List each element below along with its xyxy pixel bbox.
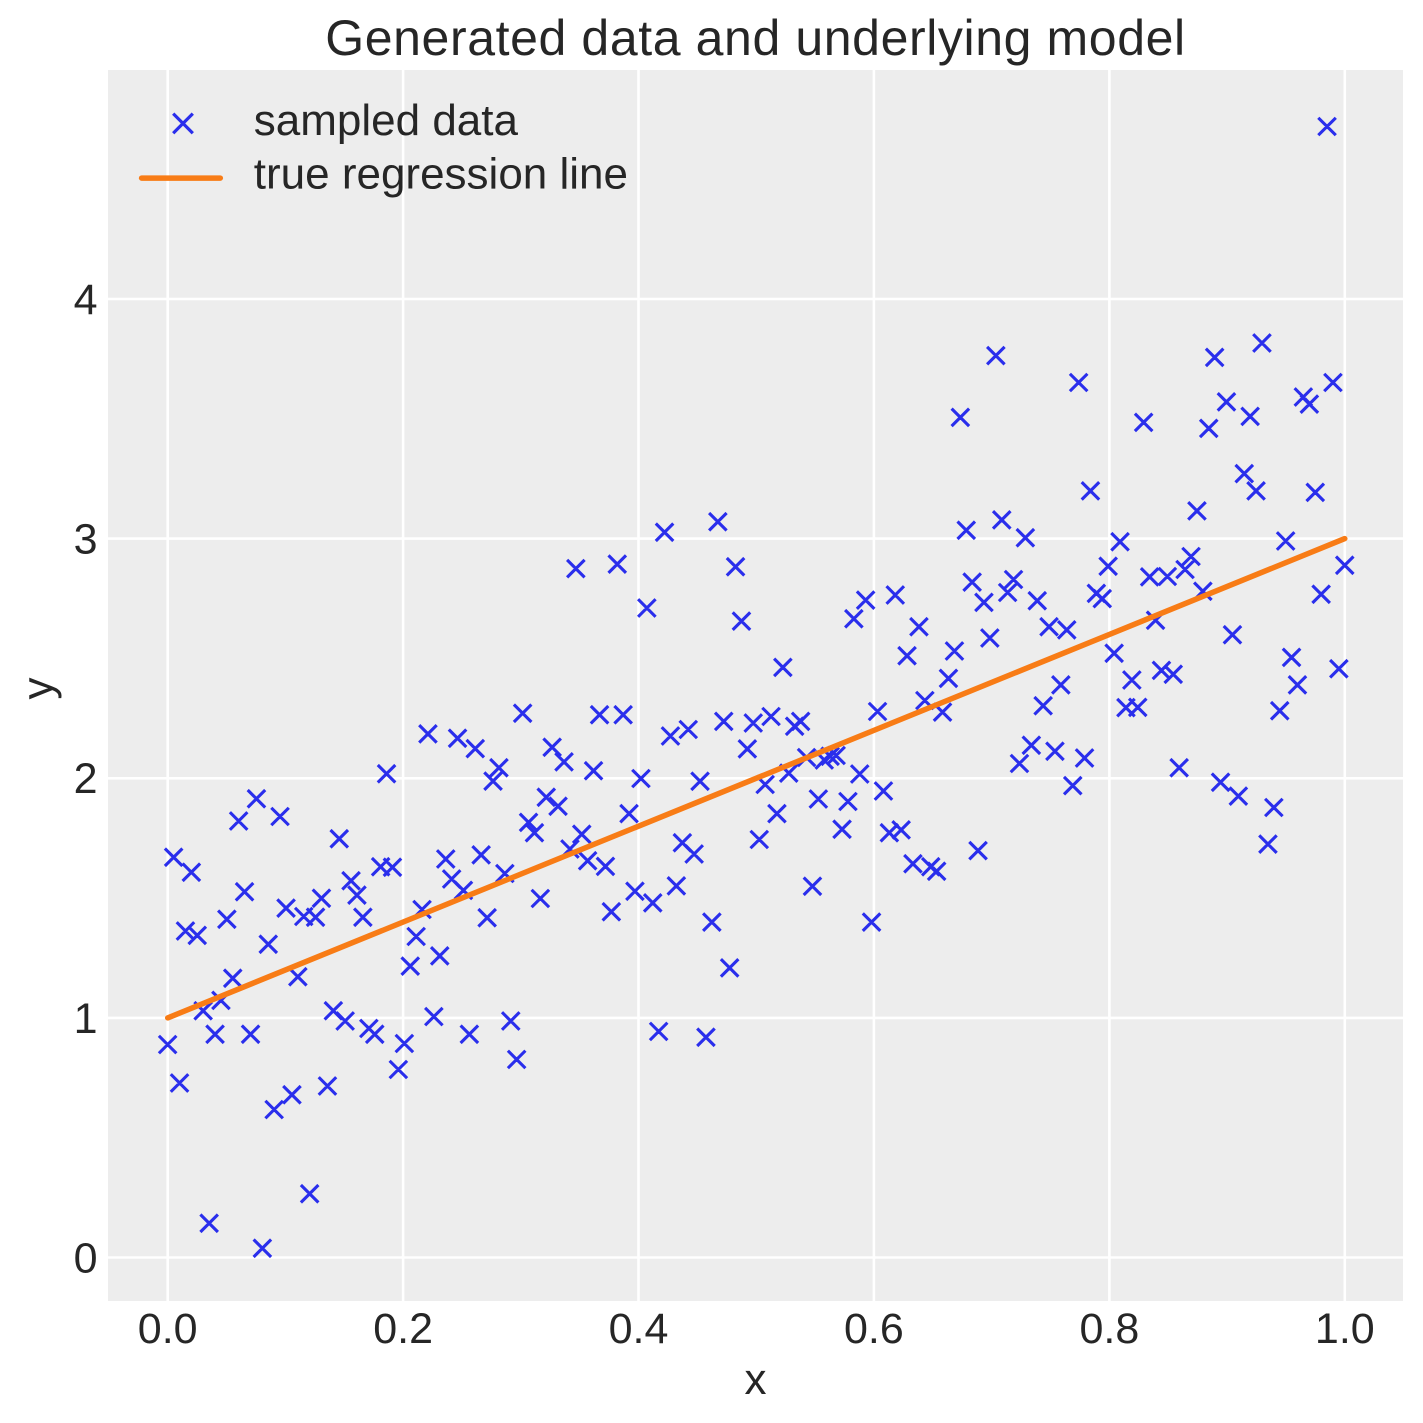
- svg-text:0.8: 0.8: [1080, 1305, 1140, 1353]
- svg-text:3: 3: [74, 516, 98, 564]
- svg-text:1.0: 1.0: [1315, 1305, 1375, 1353]
- svg-text:true regression line: true regression line: [254, 150, 628, 199]
- svg-text:x: x: [745, 1355, 767, 1404]
- svg-text:1: 1: [74, 995, 98, 1043]
- svg-text:sampled data: sampled data: [254, 96, 519, 145]
- svg-text:2: 2: [74, 755, 98, 803]
- svg-text:0.6: 0.6: [844, 1305, 904, 1353]
- svg-text:0.2: 0.2: [373, 1305, 433, 1353]
- svg-text:0: 0: [74, 1234, 98, 1282]
- svg-text:y: y: [14, 678, 63, 700]
- svg-text:0.4: 0.4: [609, 1305, 669, 1353]
- svg-text:0.0: 0.0: [138, 1305, 198, 1353]
- svg-text:Generated data and underlying: Generated data and underlying model: [325, 10, 1185, 66]
- svg-text:4: 4: [74, 276, 98, 324]
